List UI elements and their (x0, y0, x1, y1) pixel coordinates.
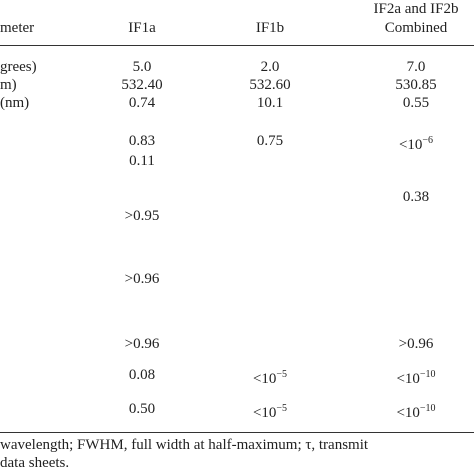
table-cell: 10.1 (257, 94, 283, 112)
table-cell: grees) (0, 58, 37, 76)
cell-text: >0.96 (124, 271, 160, 287)
table-cell: <10−6 (399, 132, 433, 154)
table-cell: >0.96 (125, 335, 160, 353)
footnote: data sheets. (0, 455, 70, 471)
table-cell: m) (0, 76, 17, 94)
header-cell: IF1b (255, 20, 285, 36)
cell-text: <10 (396, 371, 420, 387)
cell-text: 0.38 (402, 189, 430, 205)
cell-text: 0.55 (402, 95, 430, 111)
cell-text: 530.85 (395, 77, 437, 93)
table-cell: 2.0 (261, 58, 280, 76)
cell-text: 0.74 (128, 95, 156, 111)
cell-text: (nm) (0, 95, 30, 111)
table-cell: <10−5 (253, 366, 287, 388)
cell-text: <10 (252, 405, 277, 421)
cell-text: 0.75 (256, 133, 284, 149)
header-cell: IF2a and IF2b (373, 1, 459, 17)
cell-text: m) (0, 77, 17, 93)
cell-text: 0.11 (129, 153, 155, 169)
header-cell: meter (0, 20, 35, 36)
table-cell: 532.60 (249, 76, 290, 94)
cell-text: >0.96 (398, 336, 434, 352)
cell-text: <10 (398, 137, 423, 153)
header-cell: Combined (384, 20, 448, 36)
table-cell: 0.38 (403, 188, 429, 206)
table-cell: 0.11 (129, 152, 155, 170)
table-cell: (nm) (0, 94, 29, 112)
exponent: −5 (276, 403, 288, 414)
cell-text: 0.50 (128, 401, 156, 417)
table-cell: <10−10 (396, 400, 435, 422)
bottom-rule (0, 432, 474, 433)
header-cell: IF1a (128, 20, 156, 36)
cell-text: 532.40 (121, 77, 163, 93)
exponent: −5 (276, 369, 288, 380)
table-cell: 532.40 (121, 76, 162, 94)
table-cell: >0.96 (125, 270, 160, 288)
exponent: −10 (419, 403, 436, 414)
table-cell: 0.55 (403, 94, 429, 112)
table-cell: <10−10 (396, 366, 435, 388)
exponent: −6 (422, 135, 434, 146)
footnote: wavelength; FWHM, full width at half-max… (0, 437, 369, 453)
cell-text: >0.95 (124, 208, 160, 224)
table-cell: 0.50 (129, 400, 155, 418)
table-cell: >0.95 (125, 207, 160, 225)
cell-text: >0.96 (124, 336, 160, 352)
table-cell: 530.85 (395, 76, 436, 94)
table-cell: 0.74 (129, 94, 155, 112)
table-cell: >0.96 (399, 335, 434, 353)
cell-text: 532.60 (249, 77, 291, 93)
exponent: −10 (419, 369, 436, 380)
cell-text: 5.0 (132, 59, 152, 75)
table-cell: 7.0 (407, 58, 426, 76)
table-cell: <10−5 (253, 400, 287, 422)
table-cell: 0.83 (129, 132, 155, 150)
cell-text: 7.0 (406, 59, 426, 75)
table-cell: 5.0 (133, 58, 152, 76)
cell-text: 0.08 (128, 367, 156, 383)
table-cell: 0.08 (129, 366, 155, 384)
cell-text: 0.83 (128, 133, 156, 149)
cell-text: grees) (0, 59, 37, 75)
table-cell: 0.75 (257, 132, 283, 150)
header-rule (0, 45, 474, 46)
cell-text: 10.1 (256, 95, 284, 111)
cell-text: <10 (252, 371, 277, 387)
cell-text: <10 (396, 405, 420, 421)
cell-text: 2.0 (260, 59, 280, 75)
